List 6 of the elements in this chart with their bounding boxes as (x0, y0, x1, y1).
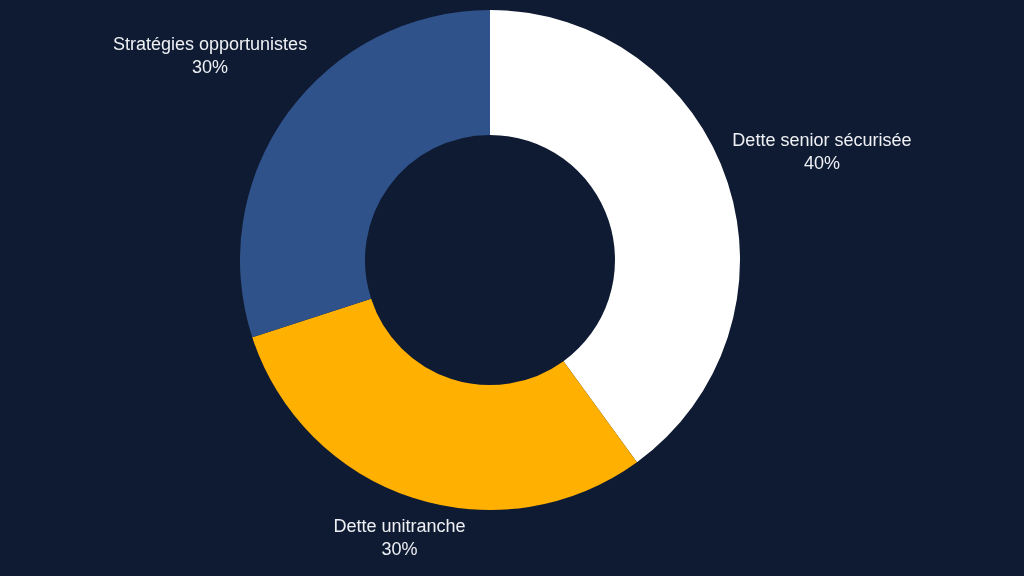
slice-label: Dette senior sécurisée (732, 129, 912, 150)
slice-label: Dette unitranche (333, 516, 466, 537)
data-label: 30% (192, 57, 229, 78)
data-label: 30% (381, 539, 418, 560)
slice-label: Stratégies opportunistes (113, 34, 308, 55)
data-label: 40% (803, 152, 840, 173)
